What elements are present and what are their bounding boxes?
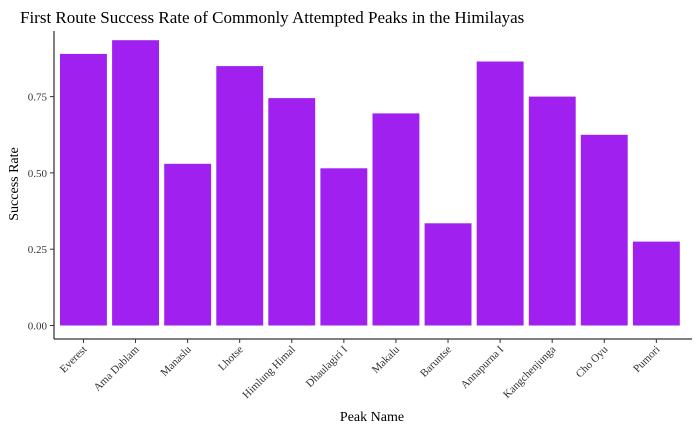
y-tick-label: 0.00 <box>28 321 48 333</box>
bar <box>216 66 264 326</box>
y-tick-label: 0.25 <box>28 244 48 256</box>
x-tick-label: Everest <box>58 344 90 376</box>
x-tick-label: Dhaulagiri I <box>304 343 351 390</box>
x-tick-label: Annapurna I <box>459 343 507 391</box>
bar <box>632 241 680 326</box>
bar <box>320 168 368 326</box>
bar <box>60 53 107 326</box>
x-tick-label: Himlung Himal <box>240 344 298 402</box>
x-axis-title: Peak Name <box>340 410 404 425</box>
bar <box>268 98 316 326</box>
x-tick-label: Lhotse <box>216 344 246 374</box>
bar <box>476 61 524 326</box>
bar <box>424 223 472 326</box>
bar <box>112 40 159 326</box>
x-tick-label: Baruntse <box>418 344 454 380</box>
y-axis-title: Success Rate <box>7 147 22 220</box>
bar <box>580 134 628 326</box>
bar <box>372 113 420 326</box>
x-tick-label: Kangchenjunga <box>501 344 558 401</box>
y-ticks-group: 0.00 0.25 0.50 0.75 <box>28 92 54 333</box>
bar <box>164 163 212 326</box>
chart-title: First Route Success Rate of Commonly Att… <box>20 8 524 27</box>
y-tick-label: 0.50 <box>28 168 48 180</box>
bars-group <box>60 40 680 326</box>
x-tick-label: Makalu <box>370 343 403 376</box>
x-tick-label: Manaslu <box>158 343 194 379</box>
x-tick-label: Ama Dablam <box>91 343 141 393</box>
x-tick-label: Cho Oyu <box>574 343 611 380</box>
x-tick-label: Pumori <box>631 344 662 375</box>
bar <box>528 96 576 326</box>
y-tick-label: 0.75 <box>28 92 48 104</box>
